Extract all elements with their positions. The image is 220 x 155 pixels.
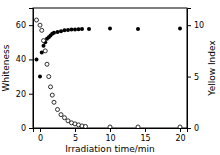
open-point: [178, 125, 182, 128]
tick: 10: [105, 128, 115, 143]
tick-mark: [180, 128, 181, 132]
open-point: [108, 125, 112, 128]
open-point: [35, 18, 39, 22]
point: [52, 31, 56, 35]
y2-axis-title: Yellow Index: [207, 40, 217, 97]
tick-mark: [29, 59, 33, 60]
point: [87, 27, 91, 31]
open-point: [63, 116, 67, 120]
tick-mark: [187, 25, 191, 26]
open-point: [136, 125, 140, 128]
open-point: [56, 107, 60, 111]
x-axis-title: Irradiation time/min: [65, 144, 155, 154]
open-point: [43, 49, 47, 53]
point: [66, 28, 70, 32]
chart: 0510152002040600510Irradiation time/minW…: [0, 0, 220, 155]
tick-label: 0: [38, 134, 43, 143]
tick-label: 5: [194, 73, 199, 82]
points: [35, 18, 183, 128]
y-axis-title: Whiteness: [1, 44, 11, 91]
open-point: [47, 75, 51, 79]
tick-mark: [29, 25, 33, 26]
tick-label: 20: [16, 90, 26, 99]
y-axis: 0 20 40 60: [16, 9, 34, 134]
open-point: [84, 124, 88, 128]
tick: 40: [16, 55, 33, 64]
tick: 15: [140, 128, 150, 143]
axis-domain: [188, 9, 192, 129]
tick-mark: [187, 77, 191, 78]
plot-frame: [33, 8, 187, 128]
tick-label: 20: [175, 134, 185, 143]
point: [136, 27, 140, 31]
open-point: [45, 62, 49, 66]
tick-label: 5: [73, 134, 78, 143]
tick: 0: [21, 124, 33, 133]
tick-mark: [40, 128, 41, 132]
tick: 20: [16, 90, 33, 99]
tick-label: 10: [105, 134, 115, 143]
open-point: [40, 28, 44, 32]
open-point: [42, 39, 46, 43]
tick: 60: [16, 21, 33, 30]
point: [80, 27, 84, 31]
open-point: [50, 93, 54, 97]
point: [35, 57, 39, 61]
point: [178, 27, 182, 31]
axis-domain: [34, 129, 188, 133]
open-point: [49, 85, 53, 89]
tick: 5: [73, 128, 78, 143]
tick: 0: [38, 128, 43, 143]
tick: 20: [175, 128, 185, 143]
tick-label: 40: [16, 55, 26, 64]
point: [59, 29, 63, 33]
tick-label: 10: [194, 21, 204, 30]
tick-mark: [29, 94, 33, 95]
tick-mark: [75, 128, 76, 132]
point: [70, 28, 74, 32]
y2-axis: 0 5 10: [187, 9, 204, 134]
tick-label: 15: [140, 134, 150, 143]
tick-mark: [145, 128, 146, 132]
tick-mark: [110, 128, 111, 132]
tick: 0: [187, 124, 199, 133]
point: [56, 30, 60, 34]
point: [42, 44, 46, 48]
point: [108, 27, 112, 31]
x-axis: 0 5 10 15 20: [34, 128, 188, 143]
plot: 0 5 10 15 20 0 20 40 60 0 5 10: [16, 8, 204, 143]
tick-mark: [29, 128, 33, 129]
tick-label: 0: [194, 124, 199, 133]
tick: 10: [187, 21, 204, 30]
open-point: [52, 100, 56, 104]
point: [38, 75, 42, 79]
tick-label: 60: [16, 21, 26, 30]
open-point: [59, 113, 63, 117]
open-point: [38, 23, 42, 27]
axis-domain: [29, 9, 34, 129]
series: [35, 27, 183, 79]
series: [35, 18, 183, 128]
point: [73, 27, 77, 31]
tick: 5: [187, 73, 199, 82]
point: [77, 27, 81, 31]
tick-label: 0: [21, 124, 26, 133]
point: [63, 28, 67, 32]
tick-mark: [187, 128, 191, 129]
